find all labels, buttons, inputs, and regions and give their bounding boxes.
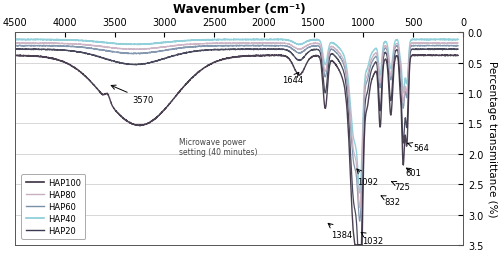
Text: 1384: 1384 (328, 224, 352, 239)
Text: 1032: 1032 (361, 232, 384, 245)
Text: 725: 725 (392, 182, 410, 191)
Text: Microwave power
setting (40 minutes): Microwave power setting (40 minutes) (180, 137, 258, 157)
Text: 832: 832 (381, 196, 400, 206)
Legend: HAP100, HAP80, HAP60, HAP40, HAP20: HAP100, HAP80, HAP60, HAP40, HAP20 (22, 174, 86, 239)
Text: 1092: 1092 (357, 169, 378, 186)
Text: 601: 601 (405, 168, 421, 177)
Text: 3570: 3570 (111, 86, 154, 104)
X-axis label: Wavenumber (cm⁻¹): Wavenumber (cm⁻¹) (172, 3, 306, 16)
Text: 1644: 1644 (282, 73, 303, 85)
Text: 564: 564 (408, 143, 429, 153)
Y-axis label: Percentage transmittance (%): Percentage transmittance (%) (487, 61, 497, 217)
